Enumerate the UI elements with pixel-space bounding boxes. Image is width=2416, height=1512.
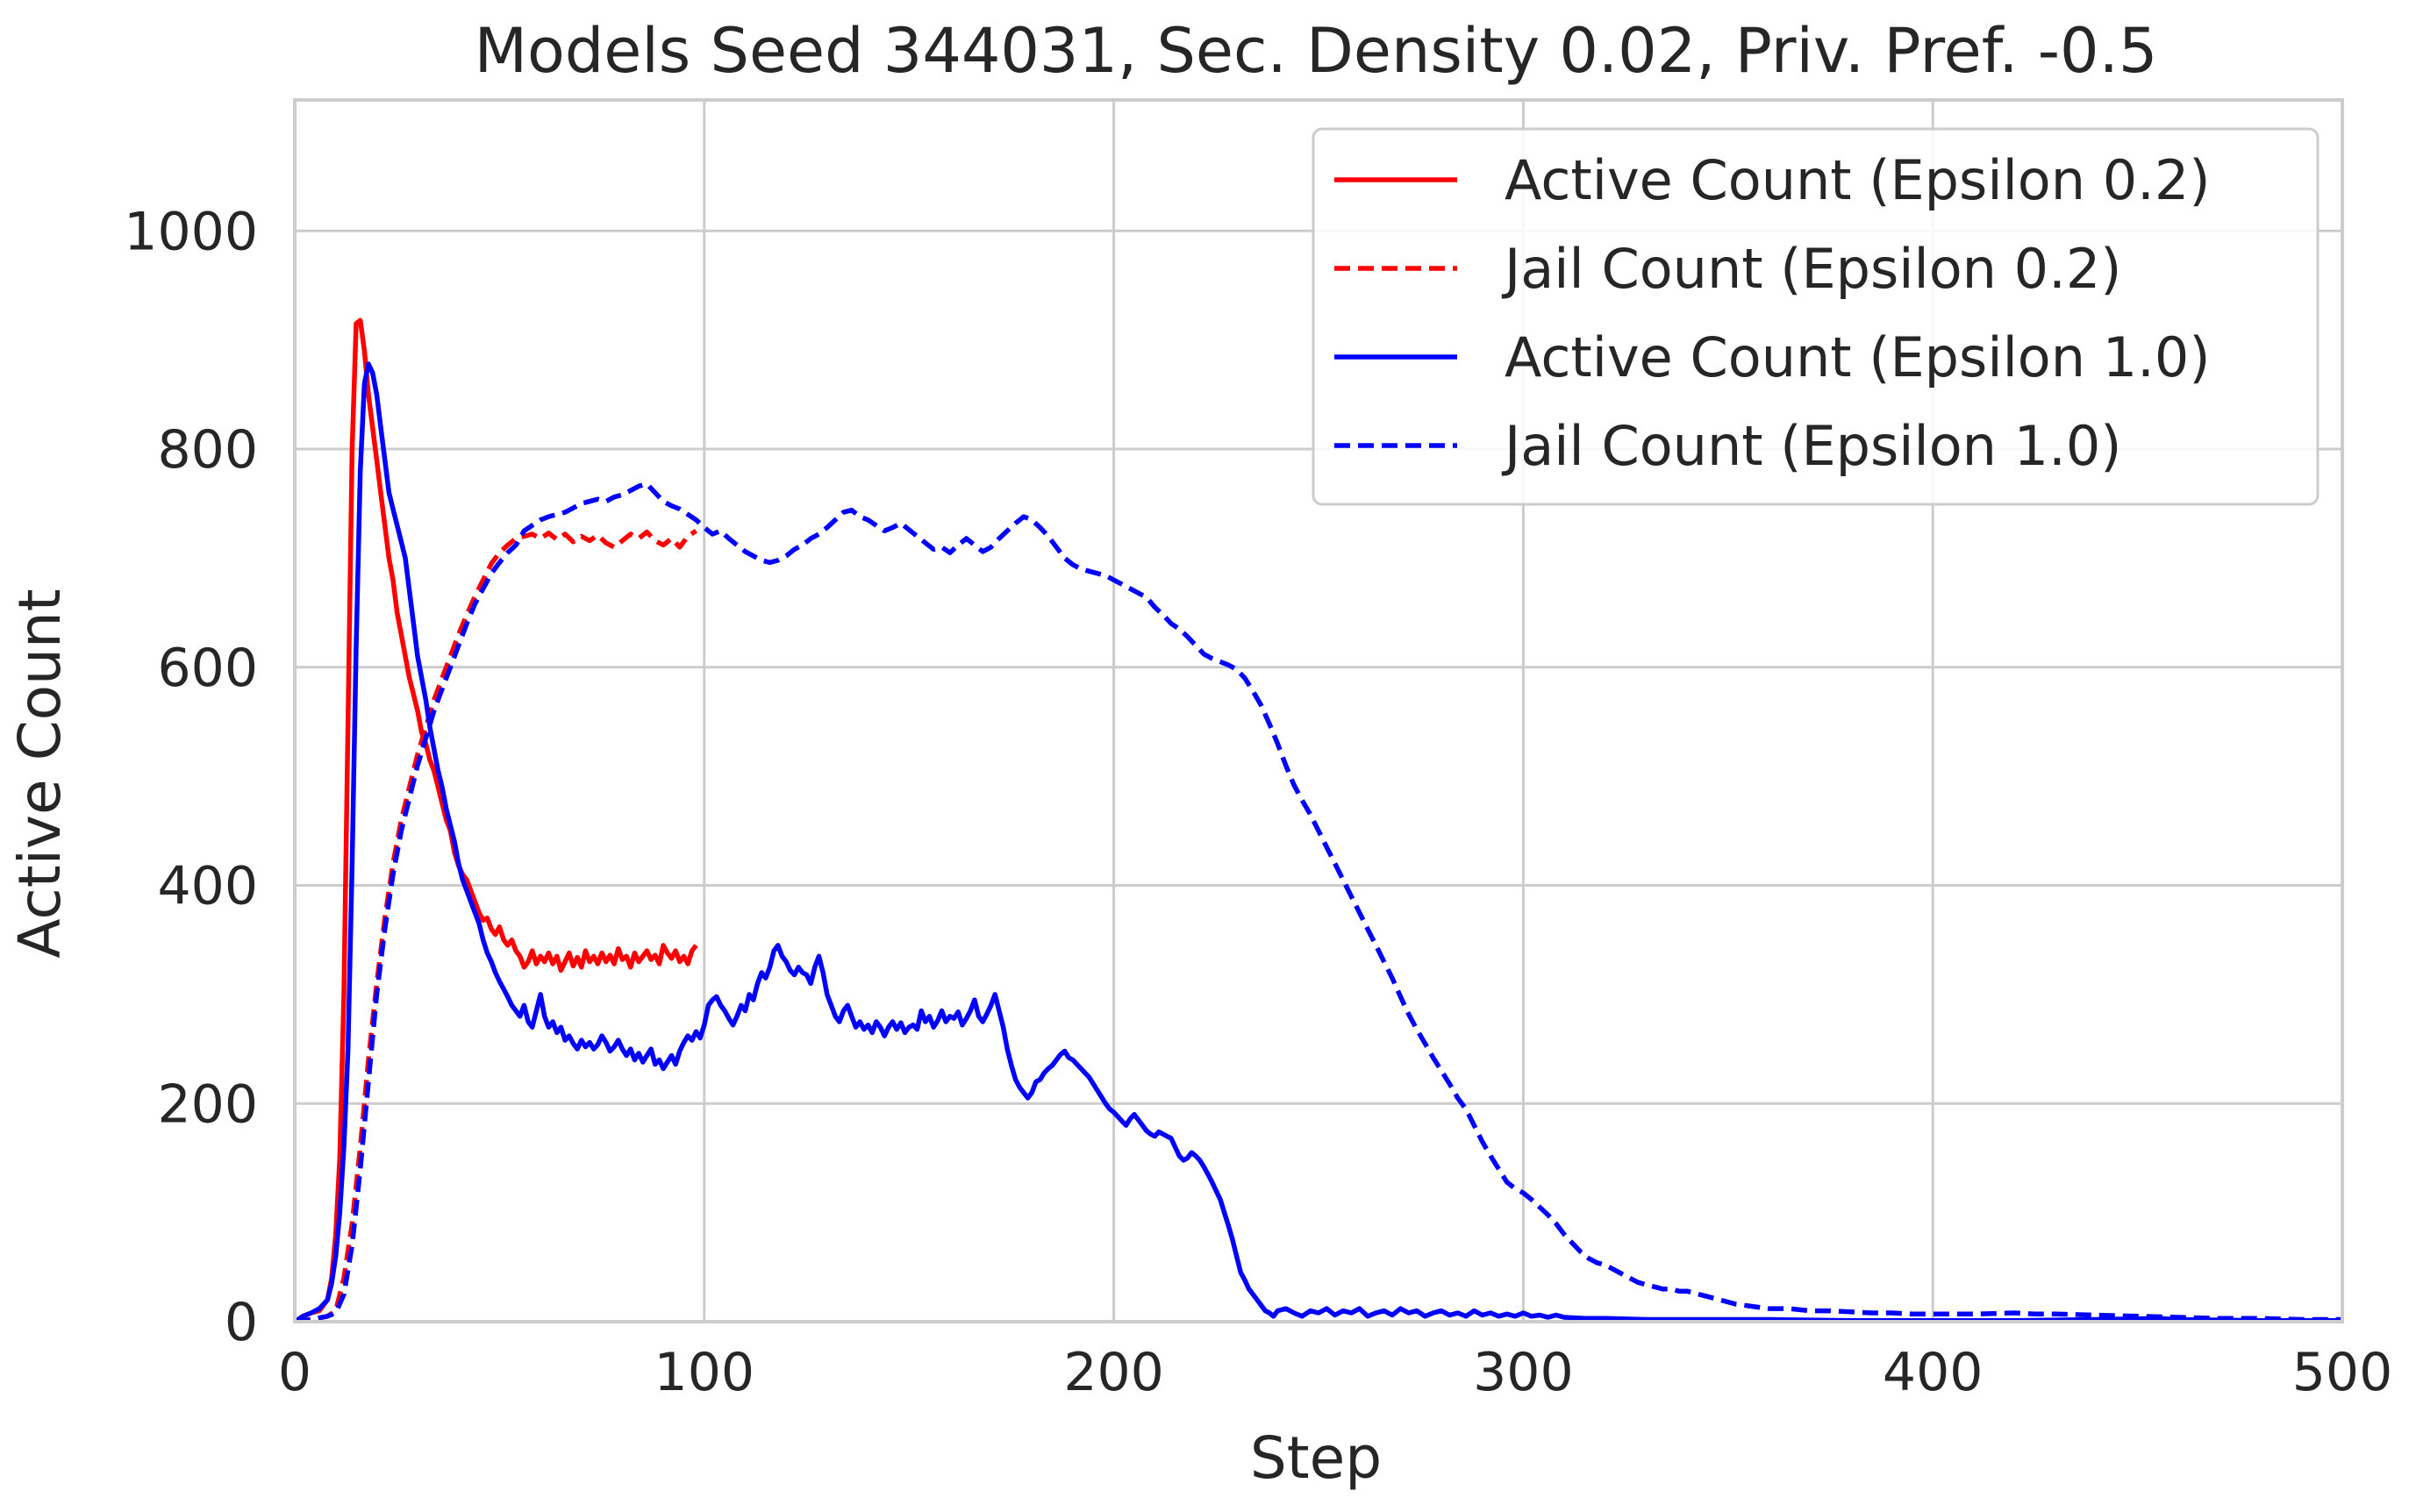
series-lines — [295, 317, 2342, 1322]
y-tick-label: 0 — [225, 1292, 258, 1353]
plot-frame — [293, 98, 2344, 1323]
series-line-4 — [295, 481, 2342, 1322]
x-tick-label: 100 — [654, 1342, 755, 1403]
legend-box — [1312, 127, 2320, 506]
y-tick-label: 1000 — [124, 201, 258, 262]
x-tick-label: 0 — [278, 1342, 311, 1403]
x-axis-label: Step — [1250, 1424, 1382, 1492]
x-tick-label: 500 — [2292, 1342, 2393, 1403]
y-tick-label: 200 — [157, 1073, 258, 1135]
legend: Active Count (Epsilon 0.2) Jail Count (Ep… — [1312, 127, 2320, 506]
legend-label: Jail Count (Epsilon 1.0) — [1501, 414, 2121, 478]
x-tick-label: 300 — [1473, 1342, 1574, 1403]
chart-title: Models Seed 344031, Sec. Density 0.02, P… — [475, 15, 2158, 87]
x-axis-ticks: 0 100 200 300 400 500 — [278, 1342, 2392, 1403]
y-tick-label: 800 — [157, 419, 258, 481]
series-line-1 — [295, 317, 698, 1322]
y-tick-label: 400 — [157, 856, 258, 917]
legend-label: Jail Count (Epsilon 0.2) — [1501, 237, 2121, 301]
series-line-3 — [295, 361, 2342, 1322]
legend-label: Active Count (Epsilon 1.0) — [1505, 325, 2211, 389]
y-axis-ticks: 0 200 400 600 800 1000 — [124, 201, 258, 1353]
x-tick-label: 200 — [1063, 1342, 1164, 1403]
x-tick-label: 400 — [1883, 1342, 1984, 1403]
legend-label: Active Count (Epsilon 0.2) — [1505, 148, 2211, 212]
y-tick-label: 600 — [157, 638, 258, 699]
y-axis-label: Active Count — [6, 588, 74, 958]
